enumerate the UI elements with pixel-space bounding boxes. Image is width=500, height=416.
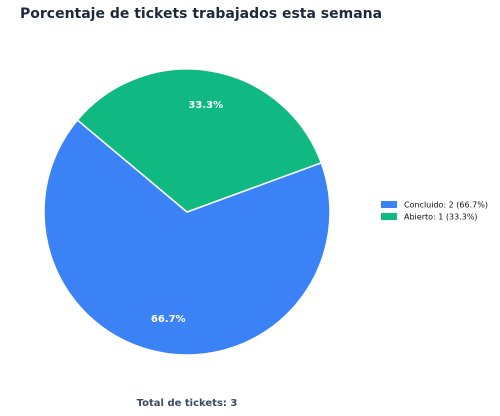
legend-label: Abierto: 1 (33.3%)	[404, 213, 478, 222]
pie-slice	[76, 68, 323, 213]
legend-label: Concluido: 2 (66.7%)	[404, 201, 488, 210]
data-label: 66.7%	[151, 314, 186, 325]
pie-slice	[43, 119, 331, 356]
legend-swatch	[381, 213, 397, 220]
legend-swatch	[381, 201, 397, 208]
data-label: 33.3%	[188, 100, 223, 111]
chart-title: Porcentaje de tickets trabajados esta se…	[20, 6, 382, 22]
chart-footer: Total de tickets: 3	[137, 398, 238, 409]
